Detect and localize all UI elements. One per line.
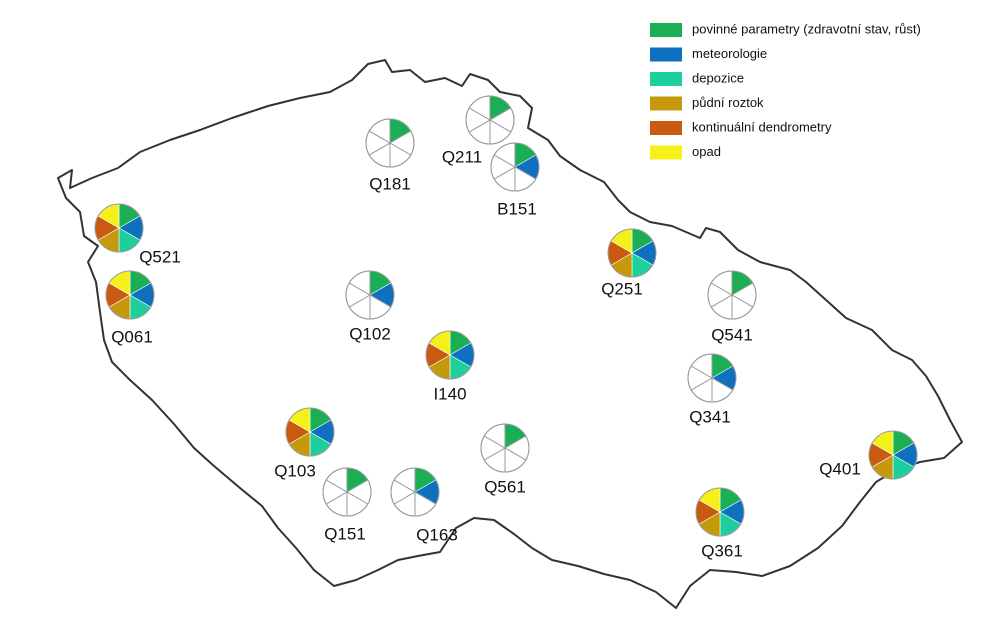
site-label: Q561: [484, 477, 526, 496]
pie-outline: [105, 270, 155, 320]
site-label: Q361: [701, 541, 743, 560]
site-label: B151: [497, 199, 537, 218]
site-pie: [390, 467, 440, 517]
site-label: I140: [433, 384, 466, 403]
pie-outline: [607, 228, 657, 278]
legend-swatch: [650, 72, 682, 86]
site-label: Q103: [274, 461, 316, 480]
site-pie: [607, 228, 657, 278]
site-pie: [322, 467, 372, 517]
legend-swatch: [650, 23, 682, 37]
site-pie: [94, 203, 144, 253]
site-pie: [695, 487, 745, 537]
pie-outline: [425, 330, 475, 380]
site-label: Q341: [689, 407, 731, 426]
site-pie: [480, 423, 530, 473]
pie-outline: [322, 467, 372, 517]
site-pie: [687, 353, 737, 403]
site-label: Q061: [111, 327, 153, 346]
pie-outline: [345, 270, 395, 320]
legend-label: meteorologie: [692, 46, 767, 61]
site-pie: [345, 270, 395, 320]
legend-label: půdní roztok: [692, 95, 764, 110]
pie-outline: [94, 203, 144, 253]
site-pie: [707, 270, 757, 320]
pie-outline: [480, 423, 530, 473]
pie-outline: [365, 118, 415, 168]
pie-outline: [390, 467, 440, 517]
legend-swatch: [650, 47, 682, 62]
site-pie: [425, 330, 475, 380]
legend: povinné parametry (zdravotní stav, růst)…: [650, 21, 921, 160]
pie-outline: [695, 487, 745, 537]
legend-label: depozice: [692, 70, 744, 85]
site-label: Q541: [711, 325, 753, 344]
site-label: Q521: [139, 247, 181, 266]
legend-label: povinné parametry (zdravotní stav, růst): [692, 21, 921, 36]
legend-label: opad: [692, 144, 721, 159]
legend-swatch: [650, 145, 682, 160]
pie-outline: [285, 407, 335, 457]
site-label: Q211: [442, 147, 482, 166]
pie-outline: [465, 95, 515, 145]
legend-swatch: [650, 121, 682, 135]
country-border: [57, 59, 963, 609]
site-pie: [490, 142, 540, 192]
pie-outline: [490, 142, 540, 192]
site-pie: [105, 270, 155, 320]
sites: Q181 Q211 B151 Q521 Q061 Q102 I140 Q251 Q541 Q341…: [94, 95, 918, 560]
site-label: Q401: [819, 459, 861, 478]
pie-outline: [868, 430, 918, 480]
site-pie: [465, 95, 515, 145]
site-label: Q163: [416, 525, 458, 544]
legend-label: kontinuální dendrometry: [692, 119, 832, 134]
site-label: Q181: [369, 174, 411, 193]
pie-outline: [707, 270, 757, 320]
pie-outline: [687, 353, 737, 403]
site-label: Q102: [349, 324, 391, 343]
site-pie: [365, 118, 415, 168]
site-label: Q251: [601, 279, 643, 298]
site-label: Q151: [324, 524, 366, 543]
site-pie: [285, 407, 335, 457]
site-pie: [868, 430, 918, 480]
legend-swatch: [650, 96, 682, 111]
